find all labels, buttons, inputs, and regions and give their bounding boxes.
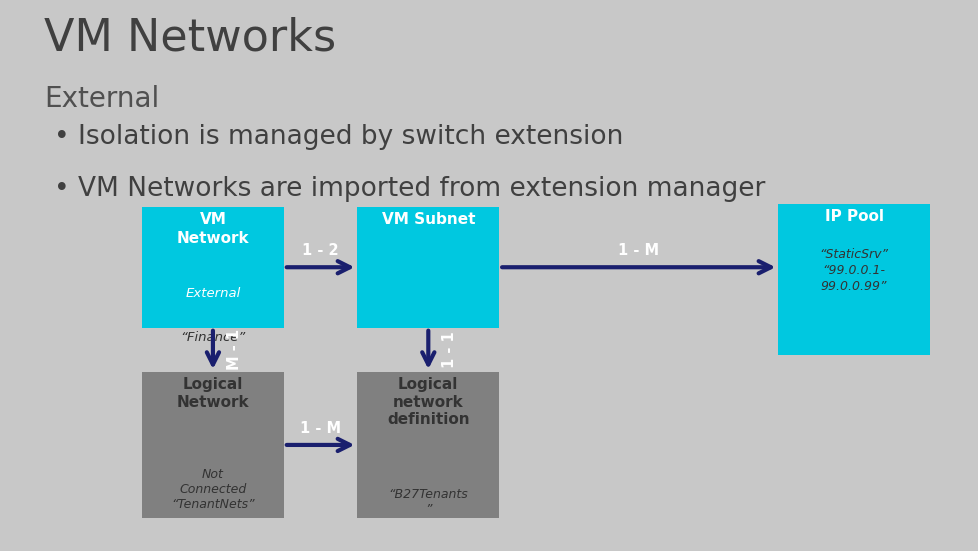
Text: “Finance”: “Finance”	[180, 331, 245, 344]
Text: 1 - M: 1 - M	[617, 243, 659, 258]
FancyBboxPatch shape	[142, 372, 284, 518]
FancyBboxPatch shape	[142, 207, 284, 328]
Text: External: External	[185, 287, 241, 300]
Text: VM
Network: VM Network	[176, 212, 249, 246]
Text: External: External	[44, 85, 159, 114]
Text: • Isolation is managed by switch extension: • Isolation is managed by switch extensi…	[54, 124, 623, 150]
FancyBboxPatch shape	[357, 372, 499, 518]
Text: IP Pool: IP Pool	[823, 209, 883, 224]
Text: “B27Tenants
”: “B27Tenants ”	[388, 488, 467, 516]
Text: Logical
Network: Logical Network	[176, 377, 249, 410]
Text: 1 - 2: 1 - 2	[302, 243, 338, 258]
Text: • VM Networks are imported from extension manager: • VM Networks are imported from extensio…	[54, 176, 765, 202]
FancyBboxPatch shape	[778, 204, 929, 355]
FancyBboxPatch shape	[357, 207, 499, 328]
Text: “StaticSrv”
“99.0.0.1-
99.0.0.99”: “StaticSrv” “99.0.0.1- 99.0.0.99”	[819, 248, 888, 293]
Text: Logical
network
definition: Logical network definition	[386, 377, 469, 427]
Text: VM Networks: VM Networks	[44, 17, 335, 60]
Text: Not
Connected
“TenantNets”: Not Connected “TenantNets”	[171, 468, 254, 511]
Text: VM Subnet: VM Subnet	[381, 212, 474, 227]
Text: M - 1: M - 1	[227, 329, 242, 370]
Text: 1 - 1: 1 - 1	[442, 332, 457, 368]
Text: 1 - M: 1 - M	[299, 421, 341, 436]
